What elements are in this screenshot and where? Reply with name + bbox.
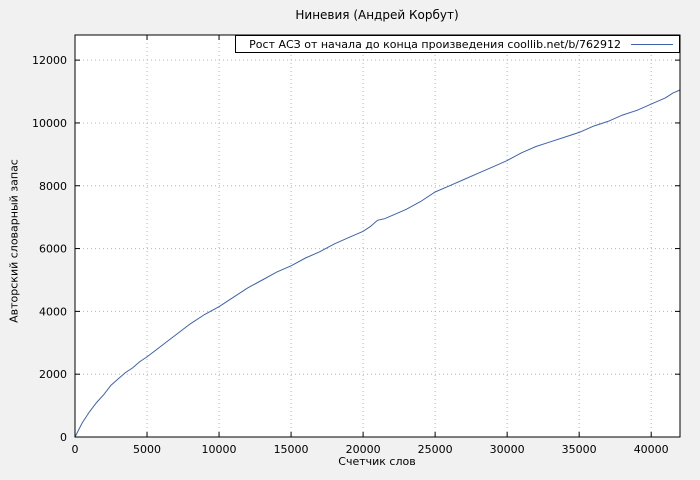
- y-tick-label: 4000: [39, 305, 67, 318]
- chart-title: Ниневия (Андрей Корбут): [295, 8, 459, 22]
- y-tick-label: 12000: [32, 54, 67, 67]
- x-tick-label: 40000: [634, 443, 669, 456]
- x-tick-label: 35000: [562, 443, 597, 456]
- x-axis-label: Счетчик слов: [338, 455, 416, 468]
- legend-line-icon: [631, 43, 673, 45]
- y-tick-label: 10000: [32, 117, 67, 130]
- y-tick-label: 2000: [39, 368, 67, 381]
- x-tick-label: 30000: [490, 443, 525, 456]
- x-tick-label: 5000: [133, 443, 161, 456]
- y-tick-label: 8000: [39, 180, 67, 193]
- x-tick-label: 15000: [274, 443, 309, 456]
- legend: Рост АСЗ от начала до конца произведения…: [235, 35, 680, 53]
- legend-label: Рост АСЗ от начала до конца произведения…: [249, 37, 621, 51]
- x-tick-label: 0: [72, 443, 79, 456]
- x-tick-label: 20000: [346, 443, 381, 456]
- series-line: [74, 89, 681, 438]
- x-tick-label: 10000: [202, 443, 237, 456]
- y-tick-label: 6000: [39, 243, 67, 256]
- x-tick-label: 25000: [418, 443, 453, 456]
- y-axis-label: Авторский словарный запас: [7, 159, 21, 323]
- y-tick-label: 0: [60, 431, 67, 444]
- plot-background: [75, 35, 680, 437]
